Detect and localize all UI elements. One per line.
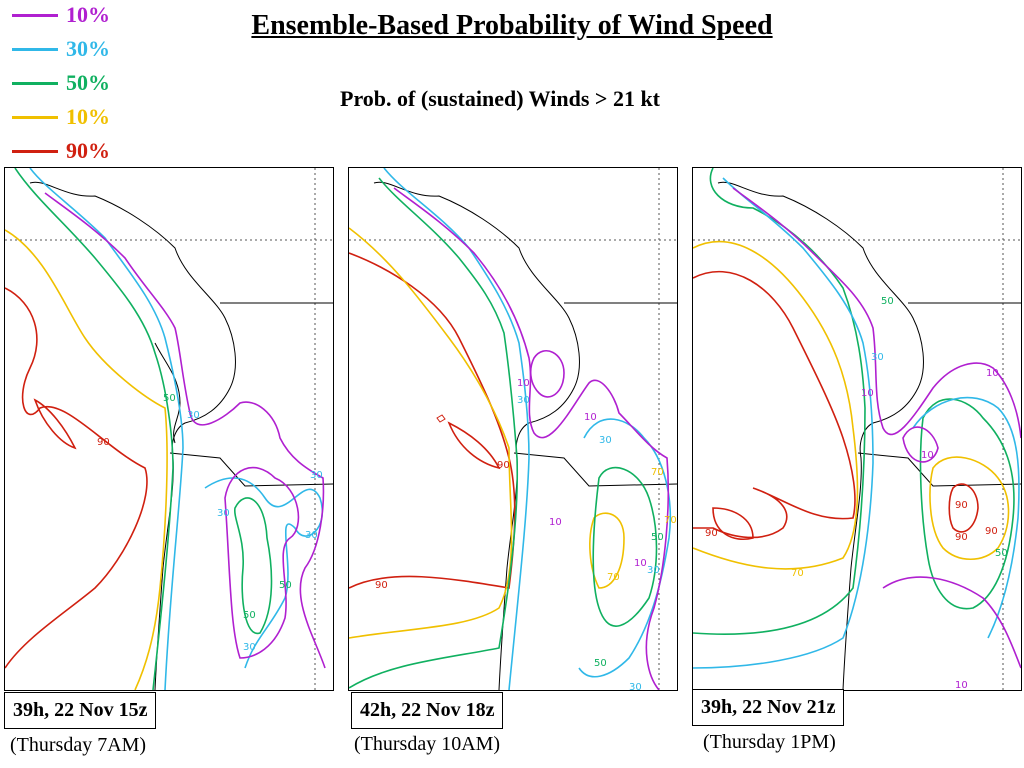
contour-30: [29, 168, 184, 690]
legend-label: 90%: [66, 138, 110, 163]
panel-2-subcaption: (Thursday 10AM): [354, 733, 501, 755]
contour-label: 10: [584, 412, 597, 423]
panel-1-subcaption: (Thursday 7AM): [10, 734, 147, 756]
contour-label: 70: [664, 515, 677, 526]
contour-label: 30: [217, 508, 230, 519]
contour-label: 70: [791, 568, 804, 579]
contour-label: 90: [497, 460, 510, 471]
contour-label: 50: [881, 296, 894, 307]
map-panel-1: 90 30 50 30 30 30 50 50 30: [4, 167, 334, 691]
contour-label: 30: [187, 410, 200, 421]
contour-label: 10: [955, 680, 968, 690]
map-svg: 50 30 10 10 90 70 10 90 90 90 50 10: [693, 168, 1021, 690]
contour-label: 50: [995, 548, 1008, 559]
contour-label: 90: [705, 528, 718, 539]
contour-label: 50: [651, 532, 664, 543]
legend-label: 10%: [66, 104, 110, 129]
contour-label: 30: [310, 470, 323, 481]
contour-label: 90: [375, 580, 388, 591]
legend-swatch-90: [12, 150, 58, 153]
contour-90: [5, 287, 148, 669]
contour-50: [693, 168, 866, 635]
contour-30: [693, 177, 874, 669]
contour-label: 70: [607, 572, 620, 583]
contour-label: 90: [955, 532, 968, 543]
legend-label: 50%: [66, 70, 110, 95]
contour-30: [383, 168, 530, 690]
panel-3-caption: 39h, 22 Nov 21z: [692, 689, 845, 726]
contour-label: 30: [517, 395, 530, 406]
contour-label: 90: [97, 437, 110, 448]
legend-swatch-70: [12, 116, 58, 119]
legend-item: 50%: [12, 70, 132, 104]
legend-item: 90%: [12, 138, 132, 172]
contour-label: 10: [549, 517, 562, 528]
legend-swatch-50: [12, 82, 58, 85]
legend-item: 10%: [12, 104, 132, 138]
legend-swatch-10: [12, 14, 58, 17]
contour-label: 10: [634, 558, 647, 569]
page-subtitle: Prob. of (sustained) Winds > 21 kt: [340, 86, 660, 111]
contour-70: [5, 229, 168, 690]
legend: 10% 30% 50% 10% 90%: [12, 2, 132, 172]
page-title: Ensemble-Based Probability of Wind Speed: [251, 10, 773, 41]
contour-label: 30: [305, 530, 318, 541]
contour-label: 90: [985, 526, 998, 537]
contour-label: 30: [871, 352, 884, 363]
contour-90: [693, 270, 856, 539]
legend-label: 30%: [66, 36, 110, 61]
map-panel-2: 90 90 10 30 10 30 10 70 70 10 30 50 50 7…: [348, 167, 678, 691]
contour-label: 30: [243, 642, 256, 653]
panel-2-caption: 42h, 22 Nov 18z: [351, 692, 504, 729]
contour-70: [693, 240, 859, 570]
contour-label: 70: [651, 467, 664, 478]
contour-label: 90: [955, 500, 968, 511]
contour-label: 10: [517, 378, 530, 389]
contour-10: [393, 187, 670, 690]
map-svg: 90 90 10 30 10 30 10 70 70 10 30 50 50 7…: [349, 168, 677, 690]
contour-label: 50: [279, 580, 292, 591]
contour-label: 30: [599, 435, 612, 446]
contour-label: 10: [921, 450, 934, 461]
legend-swatch-30: [12, 48, 58, 51]
panel-3-subcaption: (Thursday 1PM): [703, 731, 836, 753]
contour-70: [349, 227, 513, 639]
contour-50: [14, 168, 174, 690]
contour-label: 10: [861, 388, 874, 399]
contour-label: 50: [594, 658, 607, 669]
legend-label: 10%: [66, 2, 110, 27]
panel-1-caption: 39h, 22 Nov 15z: [4, 692, 157, 729]
contour-label: 30: [629, 682, 642, 690]
legend-item: 10%: [12, 2, 132, 36]
contour-label: 10: [986, 368, 999, 379]
contour-10: [44, 192, 326, 669]
legend-item: 30%: [12, 36, 132, 70]
contour-label: 50: [163, 393, 176, 404]
contour-10: [732, 187, 1021, 439]
contour-label: 50: [243, 610, 256, 621]
map-panel-3: 50 30 10 10 90 70 10 90 90 90 50 10: [692, 167, 1022, 691]
contour-50: [349, 177, 519, 689]
contour-label: 30: [647, 565, 660, 576]
contour-90: [349, 252, 516, 589]
map-svg: 90 30 50 30 30 30 50 50 30: [5, 168, 333, 690]
